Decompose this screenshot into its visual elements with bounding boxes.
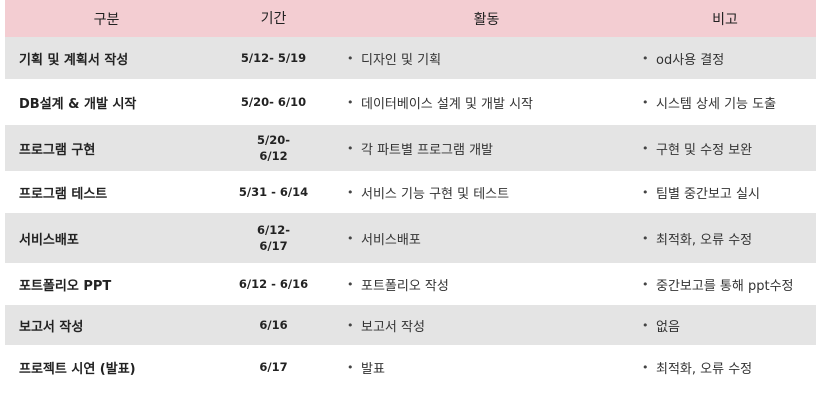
note-cell-text: 최적화, 오류 수정 [656,361,753,377]
activity-cell: • 데이터베이스 설계 및 개발 시작 [339,79,634,125]
activity-cell-text: 데이터베이스 설계 및 개발 시작 [361,96,534,112]
period-cell: 6/17 [259,360,288,374]
category-cell: 프로그램 테스트 [19,186,108,202]
note-cell: • od사용 결정 [634,37,816,79]
bullet-icon: • [642,185,649,199]
header-category: 구분 [93,11,120,28]
activity-cell: • 포트폴리오 작성 [339,263,634,305]
table-row: DB설계 & 개발 시작 5/20- 6/10 • 데이터베이스 설계 및 개발 시작… [5,79,816,125]
bullet-icon: • [642,360,649,374]
note-cell: • 팀별 중간보고 실시 [634,171,816,213]
note-cell: • 최적화, 오류 수정 [634,213,816,263]
activity-cell-text: 발표 [361,361,385,377]
header-period: 기간 [260,10,287,27]
activity-cell-text: 각 파트별 프로그램 개발 [361,142,493,158]
category-cell: 보고서 작성 [19,319,84,335]
activity-cell: • 발표 [339,345,634,389]
bullet-icon: • [347,318,354,332]
period-cell: 5/20- 6/12 [257,133,290,163]
note-cell: • 중간보고를 통해 ppt수정 [634,263,816,305]
category-cell: 프로그램 구현 [19,142,96,158]
activity-cell: • 보고서 작성 [339,305,634,345]
table-row: 기획 및 계획서 작성 5/12- 5/19 • 디자인 및 기획 • od사용 결정 [5,37,816,79]
note-cell-text: 최적화, 오류 수정 [656,232,753,248]
activity-cell: • 각 파트별 프로그램 개발 [339,125,634,171]
activity-cell-text: 서비스배포 [361,232,421,248]
note-cell-text: 구현 및 수정 보완 [656,142,753,158]
bullet-icon: • [642,318,649,332]
schedule-table: 구분 기간 활동 비고 기획 및 계획서 작성 5/12- 5/19 • 디자인 및 … [5,0,816,389]
table-row: 보고서 작성 6/16 • 보고서 작성 • 없음 [5,305,816,345]
table-header: 구분 기간 활동 비고 [5,0,816,37]
category-cell: 포트폴리오 PPT [19,278,112,294]
activity-cell: • 디자인 및 기획 [339,37,634,79]
activity-cell: • 서비스 기능 구현 및 테스트 [339,171,634,213]
period-cell: 5/12- 5/19 [240,51,307,65]
activity-cell-text: 보고서 작성 [361,319,425,335]
note-cell-text: od사용 결정 [656,52,725,68]
bullet-icon: • [642,231,649,245]
period-cell: 6/12- 6/17 [257,223,290,253]
bullet-icon: • [347,51,354,65]
bullet-icon: • [347,185,354,199]
bullet-icon: • [347,360,354,374]
note-cell-text: 없음 [656,319,680,335]
note-cell: • 구현 및 수정 보완 [634,125,816,171]
table-row: 포트폴리오 PPT 6/12 - 6/16 • 포트폴리오 작성 • 중간보고를 통해 p… [5,263,816,305]
bullet-icon: • [642,277,649,291]
bullet-icon: • [347,95,354,109]
period-cell: 6/12 - 6/16 [238,277,309,291]
category-cell: 기획 및 계획서 작성 [19,52,129,68]
note-cell-text: 팀별 중간보고 실시 [656,186,760,202]
bullet-icon: • [642,141,649,155]
note-cell: • 최적화, 오류 수정 [634,345,816,389]
period-cell: 6/16 [259,318,288,332]
table-row: 프로젝트 시연 (발표) 6/17 • 발표 • 최적화, 오류 수정 [5,345,816,389]
table-row: 프로그램 구현 5/20- 6/12 • 각 파트별 프로그램 개발 • 구현 및 수정 … [5,125,816,171]
bullet-icon: • [347,277,354,291]
note-cell-text: 중간보고를 통해 ppt수정 [656,278,794,294]
activity-cell-text: 서비스 기능 구현 및 테스트 [361,186,510,202]
table-row: 서비스배포 6/12- 6/17 • 서비스배포 • 최적화, 오류 수정 [5,213,816,263]
bullet-icon: • [347,141,354,155]
category-cell: 프로젝트 시연 (발표) [19,361,136,377]
category-cell: DB설계 & 개발 시작 [19,96,137,112]
table-body: 기획 및 계획서 작성 5/12- 5/19 • 디자인 및 기획 • od사용 결정 DB… [5,37,816,389]
table-row: 프로그램 테스트 5/31 - 6/14 • 서비스 기능 구현 및 테스트 • 팀별 중… [5,171,816,213]
category-cell: 서비스배포 [19,232,79,248]
header-activity: 활동 [473,11,500,28]
bullet-icon: • [642,95,649,109]
period-cell: 5/31 - 6/14 [238,185,309,199]
note-cell: • 시스템 상세 기능 도출 [634,79,816,125]
period-cell: 5/20- 6/10 [240,95,307,109]
activity-cell: • 서비스배포 [339,213,634,263]
bullet-icon: • [642,51,649,65]
activity-cell-text: 포트폴리오 작성 [361,278,449,294]
header-note: 비고 [712,11,738,28]
bullet-icon: • [347,231,354,245]
note-cell: • 없음 [634,305,816,345]
note-cell-text: 시스템 상세 기능 도출 [656,96,777,112]
activity-cell-text: 디자인 및 기획 [361,52,442,68]
